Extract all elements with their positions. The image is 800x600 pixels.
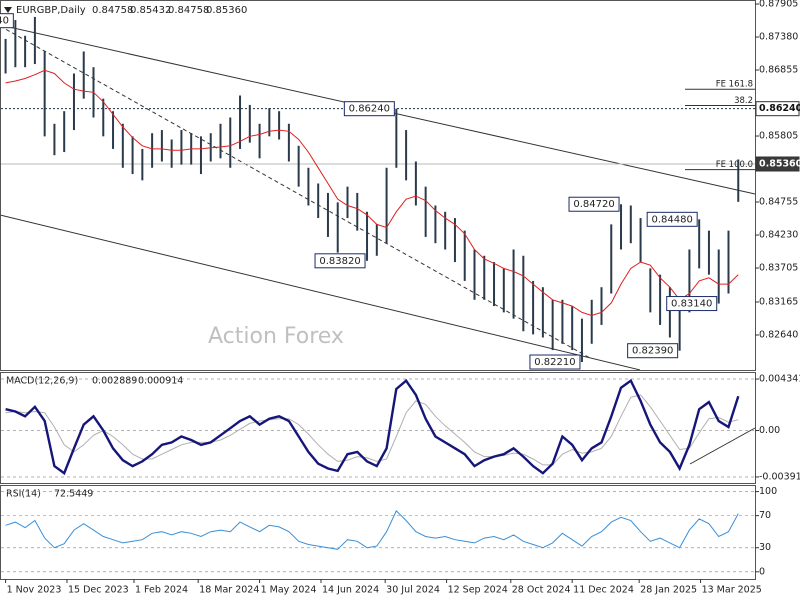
y-tick-label: 0.85805: [759, 131, 798, 142]
y-tick-label: 0.87380: [759, 32, 798, 43]
annotation-box: [666, 296, 718, 312]
quote-value: 0.84758: [168, 5, 209, 16]
rsi-title: RSI(14): [6, 489, 41, 500]
macd-value: 0.002889: [92, 376, 137, 387]
watermark: Action Forex: [208, 324, 344, 349]
annotation-box: [646, 211, 698, 227]
chart-title: EURGBP,Daily: [16, 5, 86, 16]
panel-border: [0, 0, 756, 371]
y-tick-label: 0.82640: [759, 329, 798, 340]
macd-title: MACD(12,26,9): [6, 376, 78, 387]
macd-line: [5, 378, 740, 476]
y-tick-label: 30: [759, 542, 771, 553]
title-marker: [4, 7, 12, 13]
level-label: 0.86240: [759, 103, 800, 114]
fib-label: FE 100.0: [716, 160, 753, 170]
x-tick-label: 13 Mar 2025: [702, 585, 762, 596]
x-tick-label: 28 Oct 2024: [512, 585, 571, 596]
trend-dashed: [0, 25, 591, 359]
y-tick-label: 0.004341: [759, 374, 800, 385]
annotation-label: 0.82390: [632, 346, 673, 357]
x-tick-label: 1 Nov 2023: [7, 585, 62, 596]
y-tick-label: -0.003916: [759, 471, 800, 482]
annotation-box: [529, 354, 581, 370]
annotation-box: [0, 13, 14, 29]
level-box: [755, 156, 800, 172]
level-box: [755, 101, 800, 117]
annotation-label: 0.86240: [349, 104, 390, 115]
annotation-box: [314, 253, 366, 269]
y-tick-label: 0.83165: [759, 296, 798, 307]
annotation-label: 0.83140: [671, 299, 712, 310]
y-tick-label: 0.00: [759, 425, 780, 436]
channel-lower: [0, 214, 641, 371]
quote-value: 0.85432: [130, 5, 171, 16]
x-tick-label: 28 Jan 2025: [640, 585, 697, 596]
rsi-value: 72.5449: [54, 489, 93, 500]
x-tick-label: 11 Dec 2024: [573, 585, 634, 596]
moving-average: [5, 69, 739, 317]
y-tick-label: 0.84755: [759, 197, 798, 208]
x-tick-label: 18 Mar 2024: [199, 585, 259, 596]
y-tick-label: 0: [759, 566, 765, 577]
y-tick-label: 0.84230: [759, 230, 798, 241]
signal-value: 0.000914: [138, 376, 183, 387]
fib-label: 38.2: [734, 96, 753, 106]
annotation-box: [568, 196, 620, 212]
annotation-label: 0.87640: [0, 16, 9, 27]
annotation-label: 0.84720: [573, 199, 614, 210]
panel-border: [0, 485, 756, 580]
level-label: 0.85360: [759, 159, 800, 170]
x-tick-label: 1 Feb 2024: [135, 585, 188, 596]
annotation-box: [343, 101, 395, 117]
y-tick-label: 100: [759, 486, 777, 497]
quote-value: 0.84758: [92, 5, 133, 16]
x-tick-label: 30 Jul 2024: [386, 585, 440, 596]
y-tick-label: 70: [759, 510, 771, 521]
x-tick-label: 12 Sep 2024: [448, 585, 508, 596]
annotation-label: 0.83820: [319, 256, 360, 267]
x-tick-label: 15 Dec 2023: [68, 585, 129, 596]
y-tick-label: 0.87905: [759, 0, 798, 10]
annotation-label: 0.84480: [651, 214, 692, 225]
x-tick-label: 1 May 2024: [261, 585, 317, 596]
annotation-box: [627, 343, 679, 359]
plot-background: [0, 0, 755, 579]
y-tick-label: 0.83705: [759, 263, 798, 274]
macd-trendline: [689, 427, 756, 465]
panel-border: [0, 372, 756, 484]
annotation-label: 0.82210: [534, 357, 575, 368]
macd-signal: [5, 394, 739, 466]
x-tick-label: 14 Jun 2024: [322, 585, 379, 596]
rsi-line: [5, 510, 739, 550]
fib-label: FE 161.8: [716, 80, 753, 90]
quote-value: 0.85360: [206, 5, 247, 16]
y-tick-label: 0.86855: [759, 65, 798, 76]
